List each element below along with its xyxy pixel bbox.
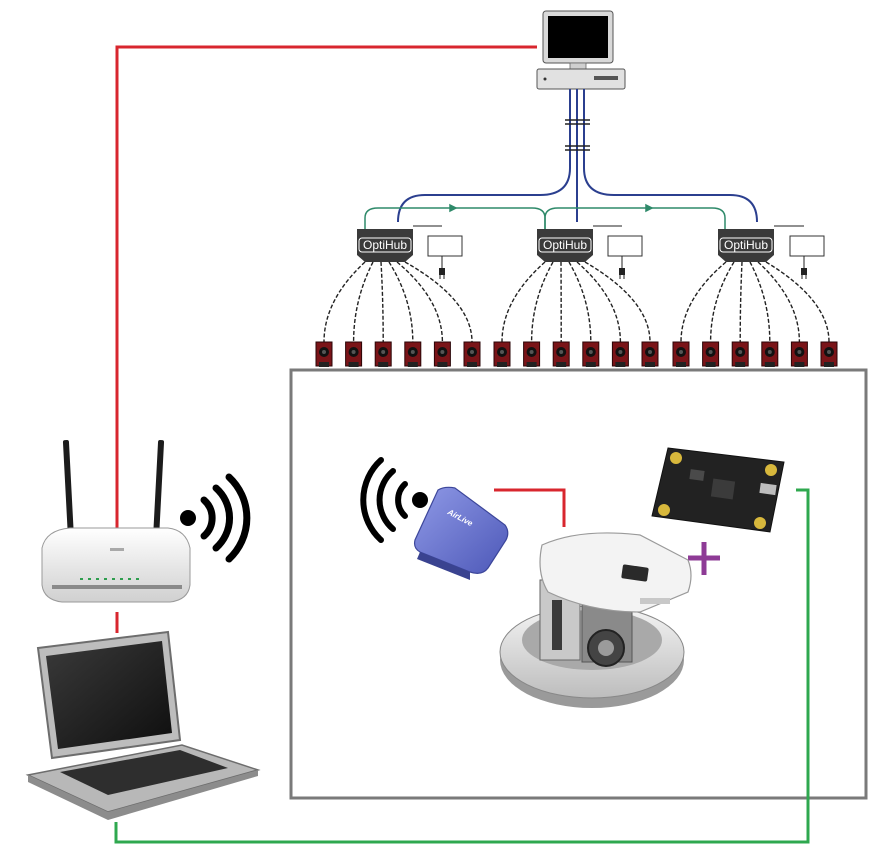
motion-capture-camera-icon	[611, 341, 629, 367]
motion-capture-camera-icon	[493, 341, 511, 367]
optihub-1: OptiHub	[357, 225, 463, 279]
motion-capture-camera-icon	[523, 341, 541, 367]
camera-cable	[765, 261, 830, 343]
camera-cable	[584, 261, 651, 343]
motion-capture-camera-icon	[790, 341, 808, 367]
cable-connectors	[565, 119, 590, 151]
motion-capture-camera-icon	[404, 341, 422, 367]
camera-cable	[739, 261, 743, 343]
power-supply	[427, 235, 463, 257]
ethernet-cable-desktop-router	[115, 45, 537, 530]
motion-capture-camera-icon	[761, 341, 779, 367]
camera-cable	[396, 261, 444, 343]
camera-cable	[501, 261, 546, 343]
hub-cables	[397, 89, 758, 223]
camera-cable	[680, 261, 727, 343]
camera-cable	[352, 261, 374, 343]
plus-icon	[688, 542, 720, 575]
camera-cable	[568, 261, 592, 343]
camera-cable	[757, 261, 801, 343]
camera-cable	[380, 261, 384, 343]
wifi-signal-icon	[180, 473, 251, 563]
power-plug-icon	[801, 268, 807, 279]
camera-cable	[388, 261, 414, 343]
motion-capture-camera-icon	[315, 341, 333, 367]
power-plug-icon	[439, 268, 445, 279]
motion-capture-camera-icon	[433, 341, 451, 367]
power-supply	[607, 235, 643, 257]
motion-capture-camera-icon	[552, 341, 570, 367]
router-icon	[41, 440, 191, 603]
camera-cable	[323, 261, 366, 343]
wireless-access-point-icon: AirLive	[413, 486, 509, 580]
usb-cable-laptop-sensor	[114, 488, 810, 844]
camera-cables	[323, 261, 830, 343]
camera-row	[315, 341, 838, 367]
motion-capture-camera-icon	[702, 341, 720, 367]
camera-cable	[749, 261, 771, 343]
motion-capture-camera-icon	[582, 341, 600, 367]
camera-cable	[530, 261, 554, 343]
sync-cables	[364, 203, 726, 238]
motion-capture-camera-icon	[641, 341, 659, 367]
power-supply	[789, 235, 825, 257]
motion-capture-camera-icon	[374, 341, 392, 367]
motion-capture-camera-icon	[820, 341, 838, 367]
hub-label: OptiHub	[543, 238, 587, 252]
motion-capture-camera-icon	[672, 341, 690, 367]
power-plug-icon	[619, 268, 625, 279]
hub-label: OptiHub	[363, 238, 407, 252]
ethernet-cable-ap-robot	[494, 488, 566, 527]
desktop-computer-icon	[536, 10, 626, 90]
optihub-3: OptiHub	[718, 225, 825, 279]
camera-cable	[709, 261, 735, 343]
motion-capture-camera-icon	[345, 341, 363, 367]
camera-cable	[576, 261, 622, 343]
sensor-board-icon	[651, 447, 785, 533]
robot-icon	[499, 532, 692, 708]
motion-capture-camera-icon	[463, 341, 481, 367]
laptop-icon	[25, 630, 261, 820]
tracking-area	[289, 368, 868, 800]
camera-cable	[404, 261, 473, 343]
hub-label: OptiHub	[724, 238, 768, 252]
wifi-signal-icon	[360, 457, 428, 543]
motion-capture-camera-icon	[731, 341, 749, 367]
optihub-2: OptiHub	[537, 225, 643, 279]
